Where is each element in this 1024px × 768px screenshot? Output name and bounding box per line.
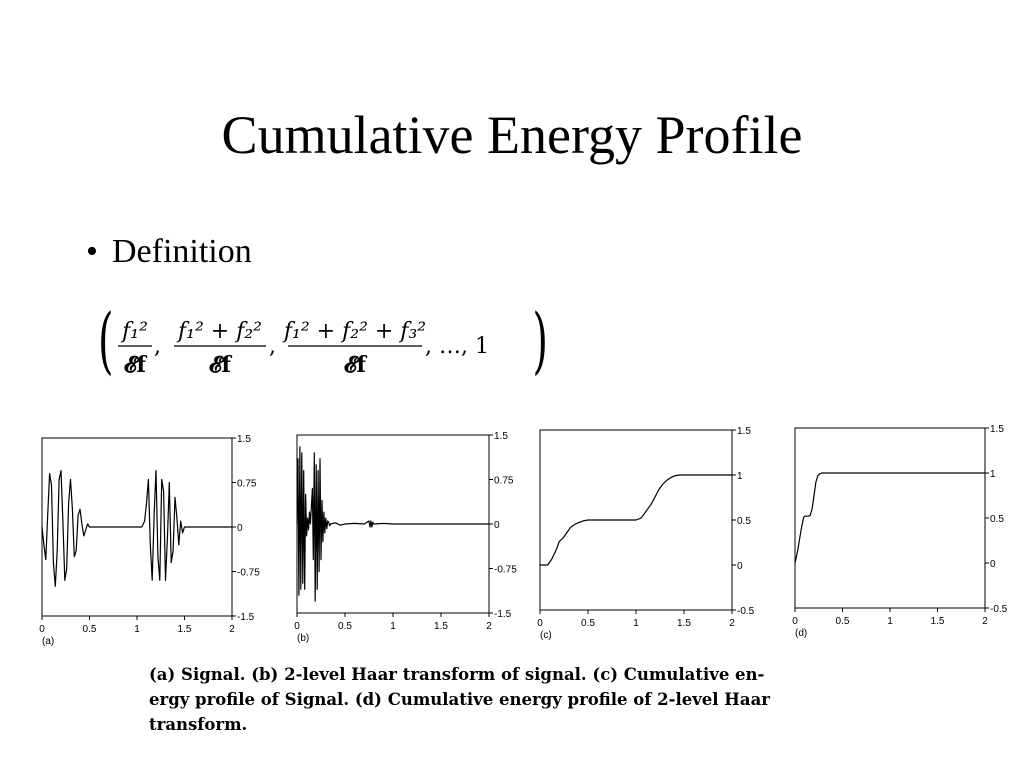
chart-4-ytick-label: 0.5 xyxy=(990,514,1004,525)
chart-3-xtick-label: 0 xyxy=(537,618,543,629)
chart-4-xtick-label: 0.5 xyxy=(836,616,850,627)
bullet-item: • Definition xyxy=(86,232,252,272)
chart-1-ytick-label: -0.75 xyxy=(237,568,260,579)
chart-2-ytick-label: 1.5 xyxy=(494,431,508,442)
chart-3-series-line xyxy=(540,474,732,566)
chart-1-xtick-label: 2 xyxy=(229,624,235,635)
formula-comma-2: , xyxy=(269,334,276,359)
chart-1-xtick-label: 1 xyxy=(134,624,140,635)
chart-3-xtick-label: 0.5 xyxy=(581,618,595,629)
chart-2-xtick-label: 1 xyxy=(390,621,396,632)
chart-4-ytick-label: 0 xyxy=(990,559,996,570)
formula-open-paren: ( xyxy=(98,298,113,382)
chart-1-panel-label: (a) xyxy=(42,636,54,647)
chart-4-ytick-label: -0.5 xyxy=(990,604,1008,615)
caption-line-3: transform. xyxy=(149,715,248,734)
chart-1-xtick-label: 0 xyxy=(39,624,45,635)
chart-2-panel-label: (b) xyxy=(297,633,309,644)
chart-3-xtick-label: 2 xyxy=(729,618,735,629)
figure-caption: (a) Signal. (b) 2-level Haar transform o… xyxy=(149,662,894,737)
formula-term3-denominator: 𝓔f xyxy=(344,352,368,378)
formula-tail: , …, 1 xyxy=(425,334,489,359)
chart-3-ytick-label: -0.5 xyxy=(737,606,755,617)
formula-term1-denominator: 𝓔f xyxy=(124,352,148,378)
chart-2-ytick-label: 0 xyxy=(494,520,500,531)
chart-1-ytick-label: 0.75 xyxy=(237,479,257,490)
formula-term2-denominator: 𝓔f xyxy=(209,352,233,378)
chart-2-xtick-label: 0 xyxy=(294,621,300,632)
formula-term3-numerator: f₁² + f₂² + f₃² xyxy=(282,319,426,344)
chart-4-xtick-label: 1 xyxy=(887,616,893,627)
chart-4-xtick-label: 2 xyxy=(982,616,988,627)
chart-3-ytick-label: 0 xyxy=(737,561,743,572)
chart-4-xtick-label: 1.5 xyxy=(931,616,945,627)
formula-comma-1: , xyxy=(154,334,161,359)
chart-2-series-line xyxy=(296,446,489,602)
chart-2-ytick-label: 0.75 xyxy=(494,476,514,487)
chart-1-ytick-label: 0 xyxy=(237,523,243,534)
cumulative-energy-formula: ( f₁² 𝓔f , f₁² + f₂² 𝓔f , f₁² + f₂² + f₃… xyxy=(98,298,558,385)
chart-4-series-line xyxy=(794,472,985,564)
bullet-dot: • xyxy=(86,233,98,270)
chart-2-ytick-label: -0.75 xyxy=(494,565,517,576)
chart-4-frame xyxy=(794,427,986,609)
chart-2-xtick-label: 0.5 xyxy=(338,621,352,632)
chart-1-xtick-label: 0.5 xyxy=(83,624,97,635)
chart-4-xtick-label: 0 xyxy=(792,616,798,627)
chart-2-xtick-label: 1.5 xyxy=(434,621,448,632)
chart-3-ytick-label: 1 xyxy=(737,471,743,482)
formula-term2-numerator: f₁² + f₂² xyxy=(176,319,262,344)
chart-1-ytick-label: -1.5 xyxy=(237,612,255,623)
chart-3-panel-label: (c) xyxy=(540,630,552,641)
figure-panels: 1.5 0.75 0 -0.75 -1.5 0 0.5 1 1.5 2 (a) 1.5 0.75 0 -0.… xyxy=(0,420,1024,660)
caption-line-2: ergy profile of Signal. (d) Cumulative e… xyxy=(149,690,770,709)
chart-2-xtick-label: 2 xyxy=(486,621,492,632)
chart-4-panel-label: (d) xyxy=(795,628,807,639)
charts-svg: 1.5 0.75 0 -0.75 -1.5 0 0.5 1 1.5 2 (a) 1.5 0.75 0 -0.… xyxy=(39,424,1008,647)
chart-2-ytick-label: -1.5 xyxy=(494,609,512,620)
chart-3-xtick-label: 1.5 xyxy=(677,618,691,629)
chart-4-ytick-label: 1.5 xyxy=(990,424,1004,435)
chart-3-xtick-label: 1 xyxy=(633,618,639,629)
chart-4-ytick-label: 1 xyxy=(990,469,996,480)
bullet-text: Definition xyxy=(112,233,252,270)
slide-title: Cumulative Energy Profile xyxy=(221,105,803,165)
caption-line-1: (a) Signal. (b) 2-level Haar transform o… xyxy=(149,665,765,684)
formula-term1-numerator: f₁² xyxy=(120,319,148,344)
chart-3-ytick-label: 1.5 xyxy=(737,426,751,437)
chart-1-ytick-label: 1.5 xyxy=(237,434,251,445)
chart-3-ytick-label: 0.5 xyxy=(737,516,751,527)
formula-close-paren: ) xyxy=(533,298,548,382)
chart-1-xtick-label: 1.5 xyxy=(178,624,192,635)
chart-1-series-line xyxy=(41,469,232,587)
